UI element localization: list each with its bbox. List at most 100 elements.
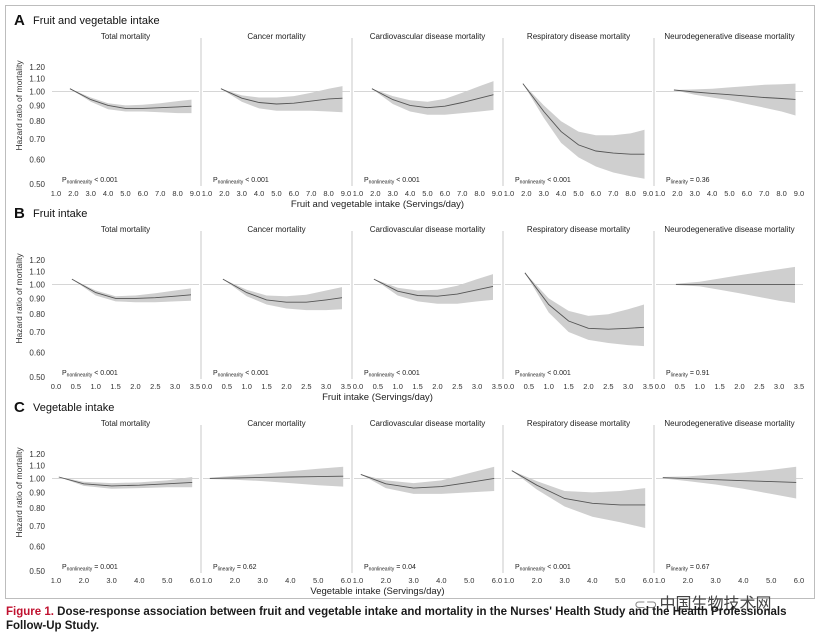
panel-title: Neurodegenerative disease mortality	[664, 225, 794, 234]
x-tick-label: 5.0	[120, 189, 130, 198]
x-axis-label: Vegetable intake (Servings/day)	[310, 586, 444, 597]
x-tick-label: 4.0	[405, 189, 415, 198]
x-tick-label: 2.0	[683, 576, 693, 585]
x-tick-label: 0.5	[524, 382, 534, 391]
y-tick-label: 0.80	[29, 117, 45, 126]
x-tick-label: 1.0	[51, 189, 61, 198]
y-tick-label: 0.50	[29, 180, 45, 189]
x-tick-label: 1.0	[90, 382, 100, 391]
x-tick-label: 7.0	[457, 189, 467, 198]
x-tick-label: 0.0	[51, 382, 61, 391]
x-tick-label: 2.0	[521, 189, 531, 198]
x-tick-label: 5.0	[464, 576, 474, 585]
hazard-ratio-line	[524, 272, 645, 330]
panel-title: Neurodegenerative disease mortality	[664, 419, 794, 428]
x-tick-label: 2.0	[734, 382, 744, 391]
hazard-ratio-line	[373, 278, 494, 297]
x-tick-label: 1.5	[714, 382, 724, 391]
y-tick-label: 0.60	[29, 349, 45, 358]
x-tick-label: 3.0	[472, 382, 482, 391]
x-tick-label: 7.0	[759, 189, 769, 198]
x-tick-label: 6.0	[643, 576, 653, 585]
p-value-label: Plinearity = 0.62	[213, 564, 257, 573]
p-value-label: Pnonlinearity < 0.001	[213, 177, 269, 186]
row-title: Fruit and vegetable intake	[33, 15, 160, 27]
confidence-band	[662, 466, 797, 499]
x-tick-label: 9.0	[794, 189, 804, 198]
confidence-band	[58, 477, 193, 489]
x-tick-label: 1.5	[110, 382, 120, 391]
p-value-label: Pnonlinearity < 0.001	[364, 370, 420, 379]
confidence-band	[675, 266, 795, 303]
hazard-ratio-line	[511, 470, 646, 506]
x-tick-label: 3.5	[190, 382, 200, 391]
x-tick-label: 2.5	[301, 382, 311, 391]
caption-label: Figure 1.	[6, 606, 54, 618]
x-tick-label: 3.0	[559, 576, 569, 585]
x-tick-label: 3.0	[106, 576, 116, 585]
x-tick-label: 5.0	[271, 189, 281, 198]
x-tick-label: 0.5	[373, 382, 383, 391]
x-tick-label: 1.0	[241, 382, 251, 391]
x-tick-label: 1.0	[504, 189, 514, 198]
wechat-icon: ⊂⊃	[634, 597, 658, 613]
panel-title: Respiratory disease mortality	[527, 32, 630, 41]
hazard-ratio-line	[69, 88, 192, 109]
x-tick-label: 4.0	[285, 576, 295, 585]
confidence-band	[371, 81, 494, 115]
x-tick-label: 5.0	[162, 576, 172, 585]
x-tick-label: 1.0	[51, 576, 61, 585]
x-tick-label: 2.5	[150, 382, 160, 391]
x-tick-label: 4.0	[587, 576, 597, 585]
x-tick-label: 2.0	[672, 189, 682, 198]
x-tick-label: 4.0	[436, 576, 446, 585]
x-tick-label: 0.0	[655, 382, 665, 391]
x-tick-label: 2.5	[603, 382, 613, 391]
x-tick-label: 3.5	[643, 382, 653, 391]
x-tick-label: 8.0	[776, 189, 786, 198]
panel-title: Cancer mortality	[247, 419, 305, 428]
y-tick-label: 1.00	[29, 474, 45, 483]
confidence-band	[209, 466, 344, 487]
x-tick-label: 3.5	[794, 382, 804, 391]
panel-title: Cancer mortality	[247, 32, 305, 41]
figure-frame	[5, 5, 815, 599]
p-value-label: Pnonlinearity = 0.04	[364, 564, 416, 573]
p-value-label: Pnonlinearity < 0.001	[62, 370, 118, 379]
x-tick-label: 4.0	[556, 189, 566, 198]
p-value-label: Plinearity = 0.36	[666, 177, 710, 186]
panel-title: Cardiovascular disease mortality	[370, 32, 486, 41]
row-letter-C: C	[14, 399, 25, 416]
y-tick-label: 1.10	[29, 268, 45, 277]
y-tick-label: 1.00	[29, 280, 45, 289]
x-tick-label: 9.0	[341, 189, 351, 198]
y-axis-label: Hazard ratio of mortality	[14, 253, 24, 344]
y-tick-label: 0.80	[29, 310, 45, 319]
x-tick-label: 3.0	[539, 189, 549, 198]
x-tick-label: 1.5	[412, 382, 422, 391]
y-tick-label: 1.10	[29, 462, 45, 471]
x-tick-label: 1.0	[392, 382, 402, 391]
x-tick-label: 6.0	[440, 189, 450, 198]
x-tick-label: 2.0	[381, 576, 391, 585]
x-tick-label: 1.0	[655, 576, 665, 585]
panel-title: Cardiovascular disease mortality	[370, 419, 486, 428]
x-tick-label: 2.0	[79, 576, 89, 585]
confidence-band	[360, 466, 495, 494]
figure-caption: Figure 1. Dose-response association betw…	[6, 605, 811, 633]
figure-svg: A Fruit and vegetable intake Hazard ratio …	[14, 12, 804, 597]
x-tick-label: 6.0	[742, 189, 752, 198]
y-axis-label: Hazard ratio of mortality	[14, 60, 24, 151]
x-tick-label: 4.0	[738, 576, 748, 585]
x-tick-label: 6.0	[341, 576, 351, 585]
hazard-ratio-line	[662, 477, 797, 483]
x-tick-label: 1.0	[504, 576, 514, 585]
x-tick-label: 2.0	[370, 189, 380, 198]
x-tick-label: 3.0	[257, 576, 267, 585]
panel-title: Respiratory disease mortality	[527, 419, 630, 428]
x-tick-label: 6.0	[794, 576, 804, 585]
confidence-band	[522, 83, 645, 179]
x-tick-label: 3.0	[774, 382, 784, 391]
panel-title: Neurodegenerative disease mortality	[664, 32, 794, 41]
y-tick-label: 0.50	[29, 373, 45, 382]
